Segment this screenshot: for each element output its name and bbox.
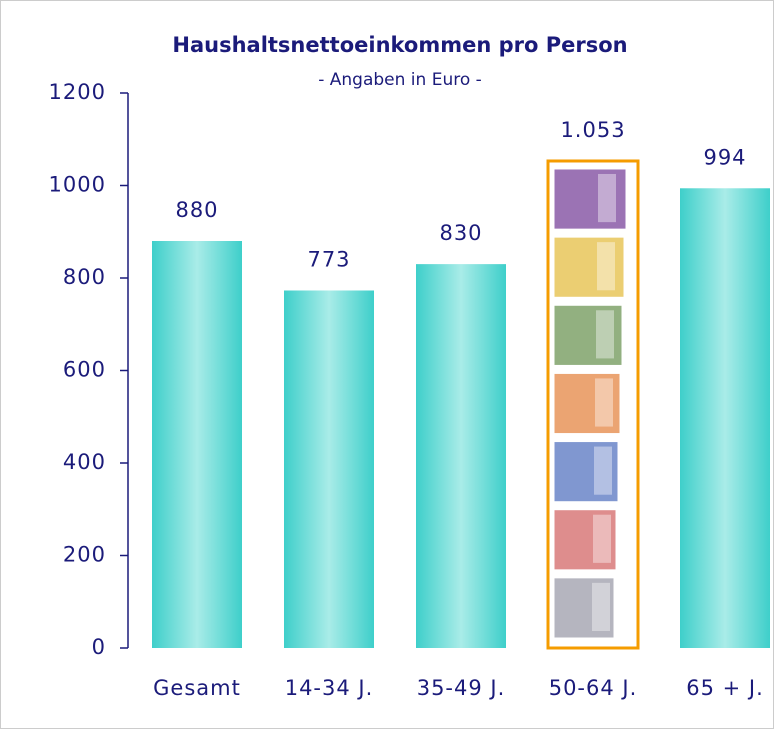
- banknote-window: [596, 310, 614, 358]
- banknote-window: [597, 242, 615, 290]
- bar: [284, 290, 374, 648]
- chart: Haushaltsnettoeinkommen pro Person - Ang…: [0, 0, 774, 729]
- y-tick-label: 400: [63, 450, 106, 474]
- data-label: 880: [175, 198, 218, 222]
- y-tick-label: 1000: [49, 173, 106, 197]
- data-label: 1.053: [560, 118, 625, 142]
- data-label: 773: [307, 247, 350, 271]
- chart-title: Haushaltsnettoeinkommen pro Person: [172, 33, 627, 57]
- y-tick-label: 200: [63, 543, 106, 567]
- y-tick-label: 600: [63, 358, 106, 382]
- banknote-window: [594, 447, 612, 495]
- x-tick-label: 50-64 J.: [549, 676, 638, 700]
- y-tick-label: 800: [63, 265, 106, 289]
- banknote-window: [598, 174, 616, 222]
- x-tick-label: 35-49 J.: [417, 676, 506, 700]
- data-label: 830: [439, 221, 482, 245]
- banknote-window: [592, 583, 610, 631]
- data-label: 994: [703, 145, 746, 169]
- x-tick-label: 65 + J.: [686, 676, 764, 700]
- banknote-window: [593, 515, 611, 563]
- bar: [680, 188, 770, 648]
- bar: [152, 241, 242, 648]
- frame: [1, 1, 774, 729]
- banknote-window: [595, 378, 613, 426]
- y-tick-label: 1200: [49, 80, 106, 104]
- x-tick-label: 14-34 J.: [285, 676, 374, 700]
- y-tick-label: 0: [92, 635, 106, 659]
- bar: [416, 264, 506, 648]
- x-tick-label: Gesamt: [153, 676, 241, 700]
- chart-subtitle: - Angaben in Euro -: [318, 70, 482, 90]
